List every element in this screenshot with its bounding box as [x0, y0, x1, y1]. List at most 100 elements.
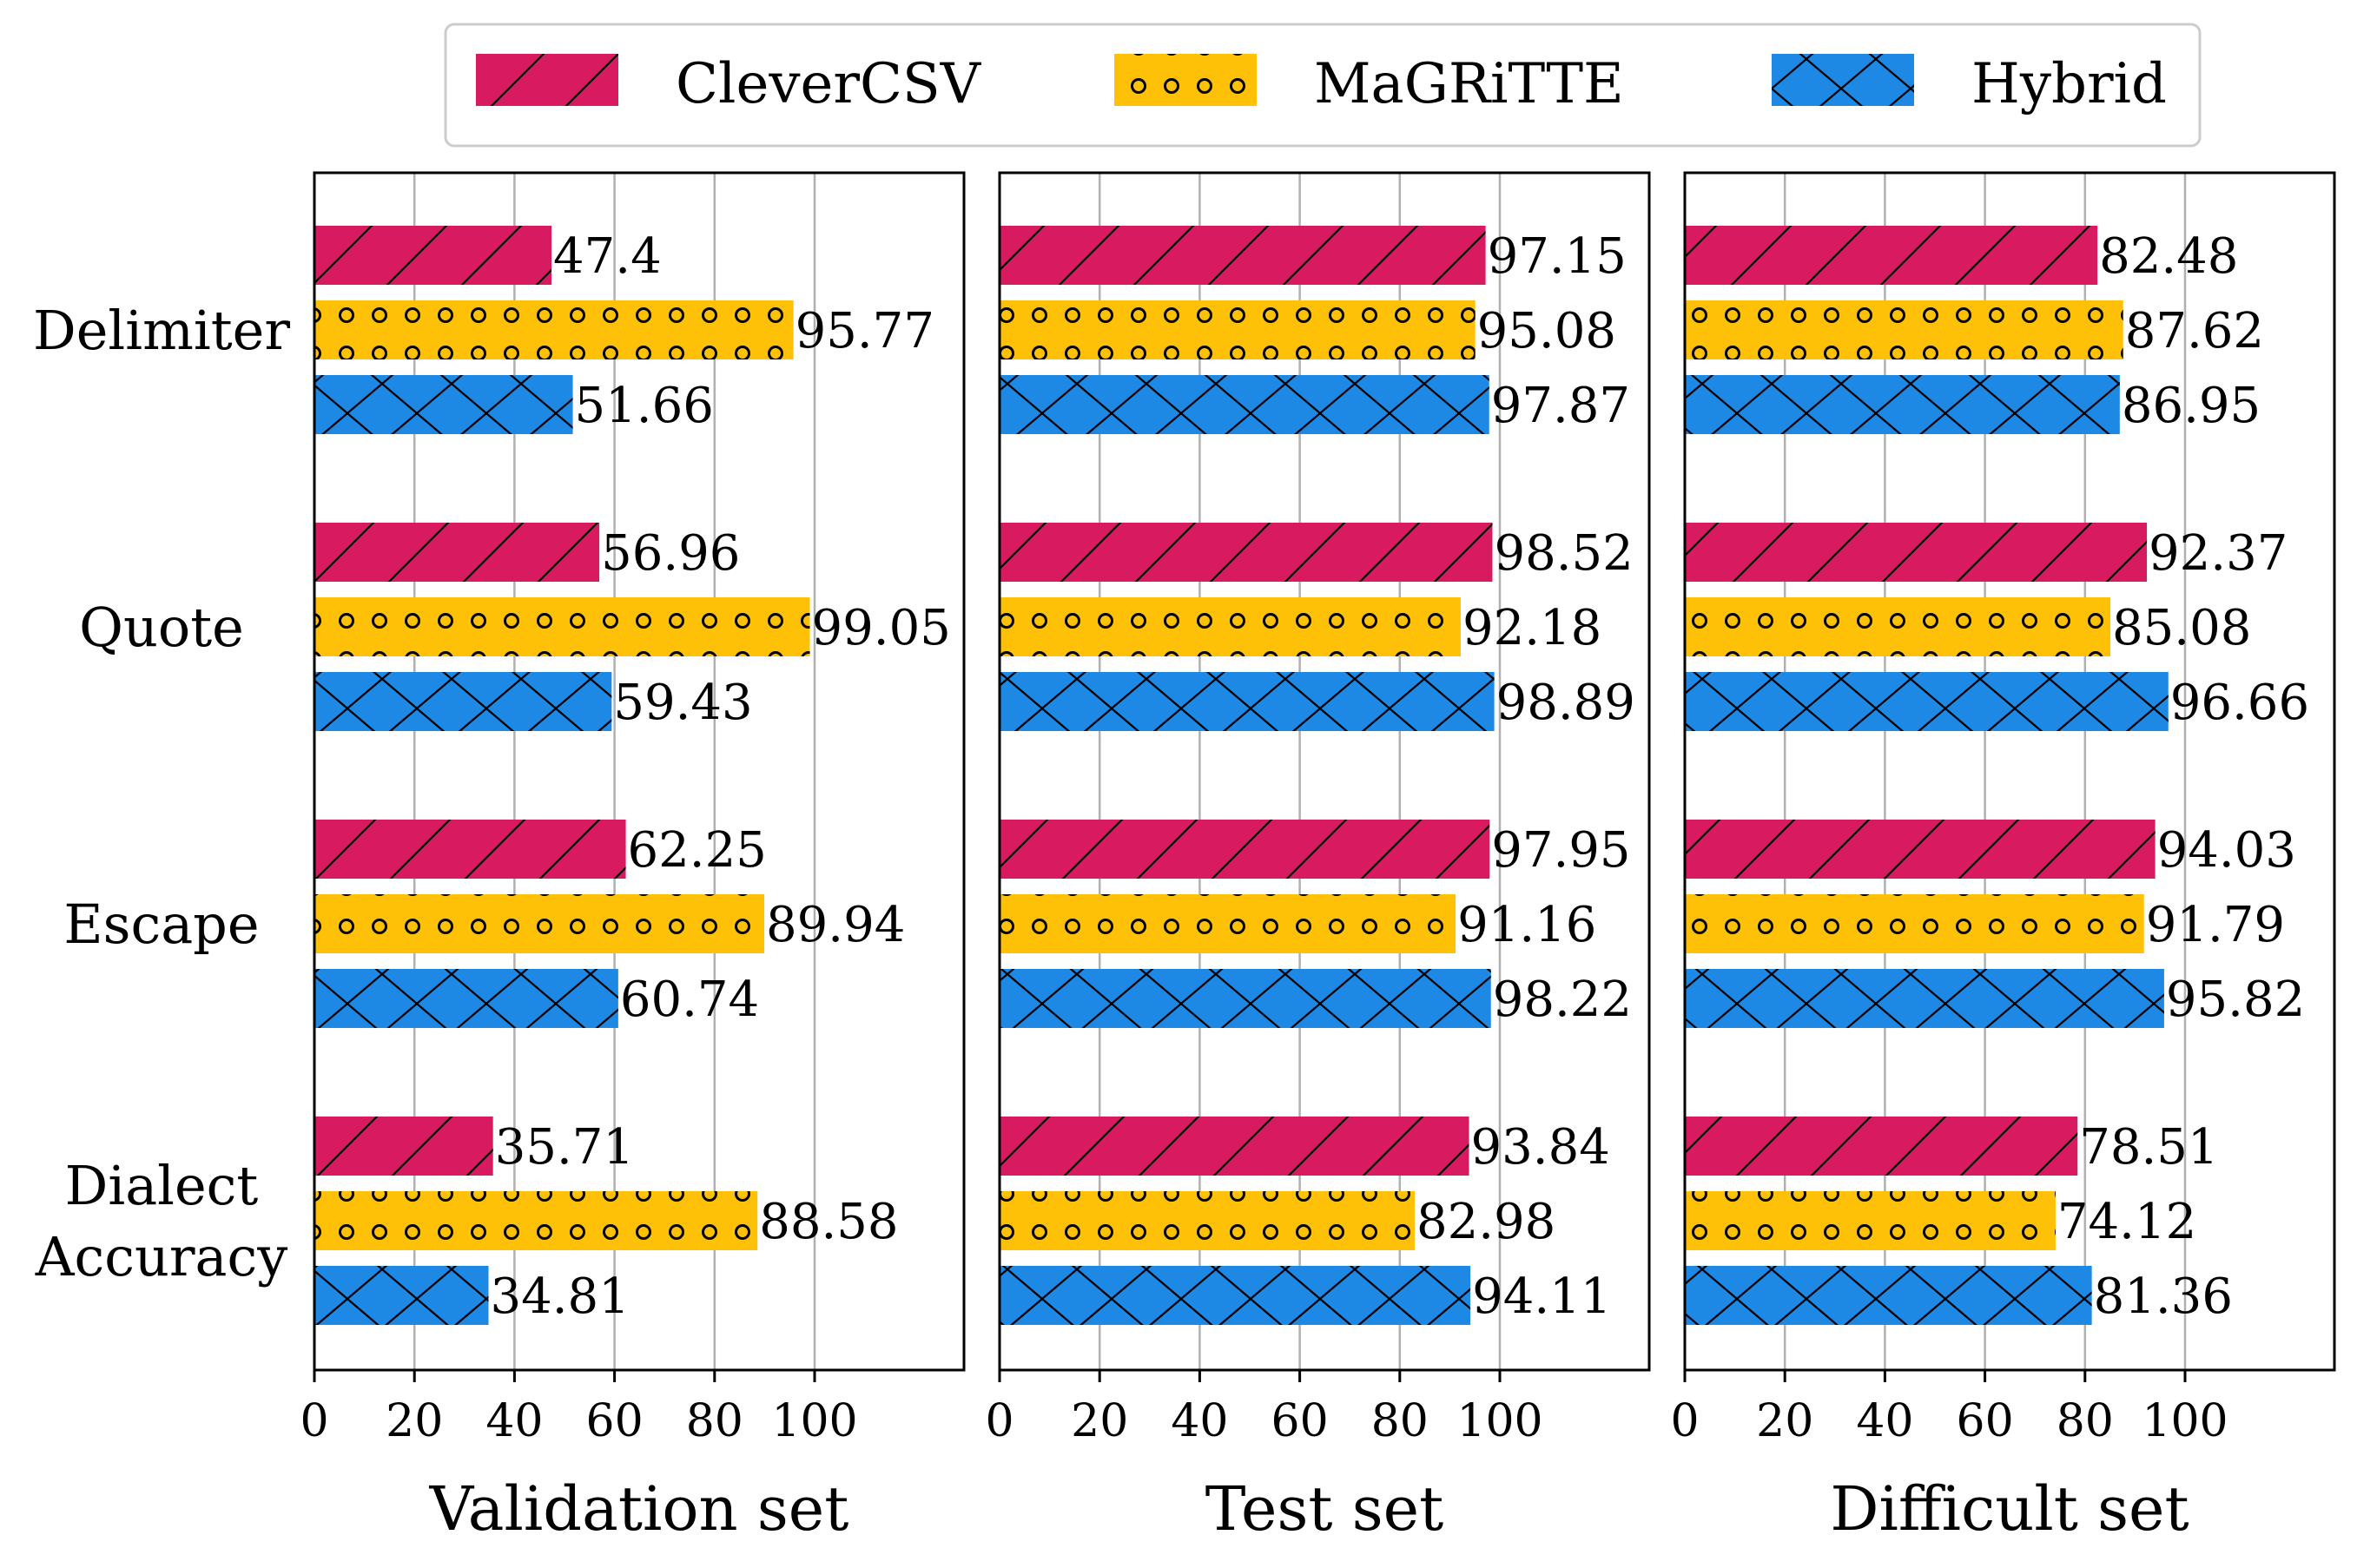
- bar-hybrid-quote-pattern: [1000, 672, 1495, 731]
- bar-clevercsv-escape-pattern: [1685, 820, 2156, 879]
- bar-hybrid-delimiter-pattern: [1685, 375, 2120, 434]
- bar-clevercsv-delimiter-pattern: [1000, 226, 1486, 285]
- x-tick-label-40: 40: [485, 1395, 543, 1447]
- x-axis-label-difficult-set: Difficult set: [1830, 1473, 2189, 1545]
- value-label-clevercsv-escape: 97.95: [1491, 822, 1630, 879]
- category-labels: Delimiter Quote Escape Dialect Accuracy: [33, 299, 290, 1288]
- bar-magritte-dialect-accuracy-pattern: [1000, 1191, 1415, 1250]
- category-label-accuracy: Accuracy: [35, 1225, 288, 1288]
- x-tick-label-80: 80: [2057, 1395, 2114, 1447]
- bar-magritte-dialect-accuracy-pattern: [1685, 1191, 2056, 1250]
- value-label-clevercsv-dialect-accuracy: 35.71: [495, 1119, 634, 1176]
- bar-hybrid-delimiter-pattern: [314, 375, 573, 434]
- value-label-hybrid-quote: 98.89: [1496, 675, 1635, 731]
- value-label-magritte-delimiter: 95.08: [1477, 303, 1616, 359]
- value-label-hybrid-dialect-accuracy: 81.36: [2094, 1268, 2233, 1325]
- bar-magritte-quote-pattern: [1000, 597, 1461, 656]
- bar-clevercsv-delimiter-pattern: [1685, 226, 2098, 285]
- value-label-magritte-dialect-accuracy: 74.12: [2057, 1194, 2196, 1250]
- bar-hybrid-delimiter-pattern: [1000, 375, 1489, 434]
- value-label-clevercsv-dialect-accuracy: 93.84: [1471, 1119, 1610, 1176]
- bars: 47.4 56.96 62.25 35.71 95.77 99.05 89.94 88.58 5…: [314, 226, 951, 1325]
- bars: 82.48 92.37 94.03 78.51 87.62 85.08 91.79 74.12…: [1685, 226, 2309, 1325]
- x-axis-label-test-set: Test set: [1205, 1473, 1443, 1545]
- legend-entries: CleverCSV MaGRiTTE Hybrid: [476, 52, 2167, 116]
- x-tick-label-20: 20: [1756, 1395, 1813, 1447]
- panel-validation-set: 47.4 56.96 62.25 35.71 95.77 99.05 89.94 88.58 5…: [300, 171, 966, 1545]
- value-label-magritte-delimiter: 87.62: [2125, 303, 2264, 359]
- bar-hybrid-escape-pattern: [1685, 969, 2164, 1028]
- legend-swatch-pattern-magritte: [1114, 54, 1257, 106]
- value-label-hybrid-escape: 98.22: [1493, 972, 1632, 1028]
- value-label-hybrid-delimiter: 97.87: [1491, 378, 1630, 434]
- legend-entry-magritte: MaGRiTTE: [1114, 52, 1624, 116]
- value-label-clevercsv-delimiter: 82.48: [2099, 228, 2238, 285]
- bar-clevercsv-quote-pattern: [1000, 523, 1493, 582]
- bars: 97.15 98.52 97.95 93.84 95.08 92.18 91.16 82.98…: [1000, 226, 1635, 1325]
- bar-magritte-delimiter-pattern: [1685, 300, 2123, 359]
- value-label-magritte-escape: 91.16: [1457, 897, 1596, 953]
- value-label-magritte-dialect-accuracy: 88.58: [759, 1194, 898, 1250]
- x-tick-label-60: 60: [1271, 1395, 1329, 1447]
- value-label-clevercsv-delimiter: 47.4: [553, 228, 662, 285]
- value-label-clevercsv-quote: 56.96: [601, 525, 740, 582]
- value-label-hybrid-delimiter: 51.66: [575, 378, 714, 434]
- x-tick-label-0: 0: [1670, 1395, 1699, 1447]
- value-label-clevercsv-quote: 98.52: [1494, 525, 1633, 582]
- x-tick-label-60: 60: [1957, 1395, 2014, 1447]
- value-label-hybrid-escape: 60.74: [620, 972, 759, 1028]
- bar-hybrid-dialect-accuracy-pattern: [1000, 1266, 1471, 1325]
- x-tick-label-40: 40: [1171, 1395, 1228, 1447]
- bar-clevercsv-escape-pattern: [1000, 820, 1490, 879]
- legend-entry-clevercsv: CleverCSV: [476, 52, 982, 116]
- x-tick-label-0: 0: [985, 1395, 1013, 1447]
- bar-hybrid-quote-pattern: [314, 672, 612, 731]
- value-label-magritte-quote: 99.05: [812, 600, 951, 656]
- bar-magritte-escape-pattern: [1000, 894, 1456, 953]
- bar-magritte-delimiter-pattern: [314, 300, 794, 359]
- panel-test-set: 97.15 98.52 97.95 93.84 95.08 92.18 91.16 82.98…: [985, 171, 1651, 1545]
- category-label-quote: Quote: [79, 596, 244, 659]
- x-tick-label-80: 80: [1371, 1395, 1429, 1447]
- legend-swatch-pattern-clevercsv: [476, 54, 618, 106]
- x-axis: 0 20 40 60 80 100: [1670, 1370, 2228, 1447]
- panel-frame: [998, 171, 1651, 1372]
- legend: CleverCSV MaGRiTTE Hybrid: [444, 23, 2202, 148]
- value-label-hybrid-quote: 96.66: [2170, 675, 2309, 731]
- x-axis: 0 20 40 60 80 100: [300, 1370, 858, 1447]
- x-tick-label-40: 40: [1856, 1395, 1913, 1447]
- value-label-magritte-dialect-accuracy: 82.98: [1416, 1194, 1555, 1250]
- legend-label-clevercsv: CleverCSV: [676, 52, 982, 116]
- bar-magritte-escape-pattern: [1685, 894, 2144, 953]
- legend-frame: [444, 23, 2202, 148]
- value-label-clevercsv-delimiter: 97.15: [1488, 228, 1627, 285]
- legend-label-magritte: MaGRiTTE: [1314, 52, 1624, 116]
- x-axis: 0 20 40 60 80 100: [985, 1370, 1543, 1447]
- bar-clevercsv-quote-pattern: [314, 523, 600, 582]
- legend-label-hybrid: Hybrid: [1971, 52, 2167, 116]
- value-label-magritte-quote: 92.18: [1462, 600, 1601, 656]
- x-tick-label-20: 20: [386, 1395, 443, 1447]
- legend-entry-hybrid: Hybrid: [1772, 52, 2167, 116]
- value-label-clevercsv-escape: 62.25: [628, 822, 767, 879]
- x-tick-label-100: 100: [1456, 1395, 1542, 1447]
- bar-hybrid-escape-pattern: [1000, 969, 1491, 1028]
- bar-magritte-delimiter-pattern: [1000, 300, 1476, 359]
- bar-clevercsv-dialect-accuracy-pattern: [314, 1117, 493, 1176]
- x-axis-label-validation-set: Validation set: [429, 1473, 849, 1545]
- panel-frame: [313, 171, 966, 1372]
- x-tick-label-60: 60: [586, 1395, 644, 1447]
- value-label-magritte-quote: 85.08: [2112, 600, 2251, 656]
- x-tick-label-100: 100: [771, 1395, 857, 1447]
- value-label-hybrid-dialect-accuracy: 94.11: [1472, 1268, 1611, 1325]
- bar-magritte-quote-pattern: [314, 597, 810, 656]
- category-label-dialect: Dialect: [65, 1154, 259, 1217]
- value-label-hybrid-dialect-accuracy: 34.81: [491, 1268, 630, 1325]
- panel-frame: [1683, 171, 2336, 1372]
- value-label-hybrid-quote: 59.43: [613, 675, 752, 731]
- category-label-delimiter: Delimiter: [33, 299, 290, 362]
- x-tick-label-80: 80: [686, 1395, 743, 1447]
- x-tick-label-0: 0: [300, 1395, 328, 1447]
- value-label-hybrid-delimiter: 86.95: [2122, 378, 2261, 434]
